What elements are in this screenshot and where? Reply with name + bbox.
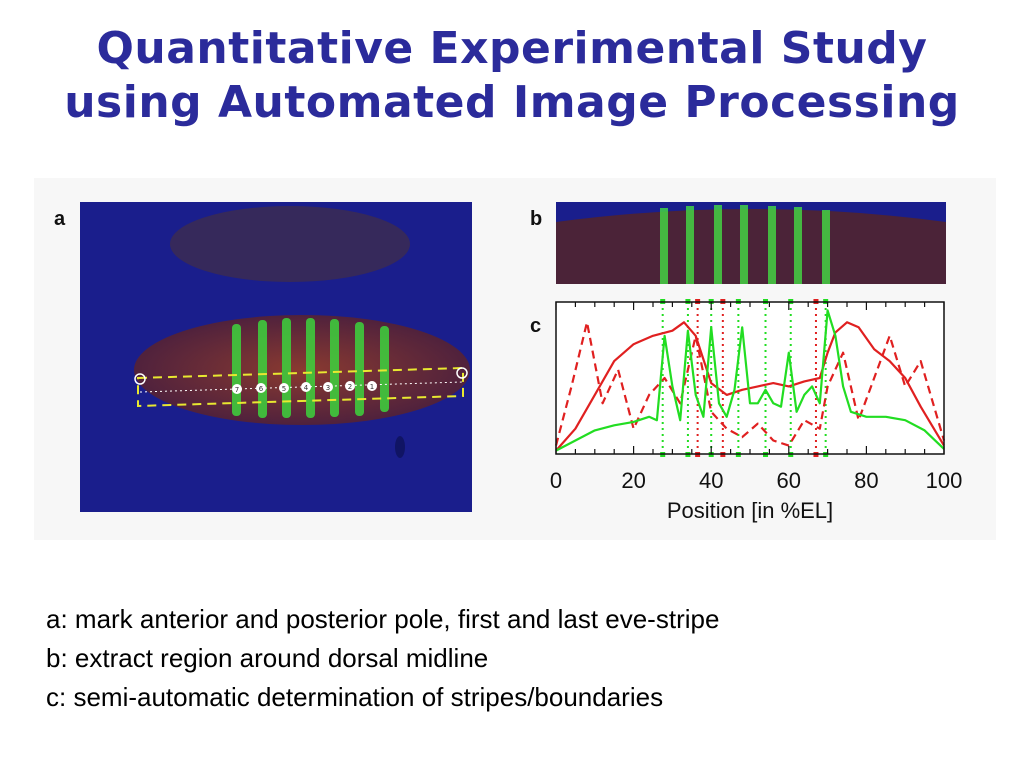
pole-markers — [134, 367, 468, 385]
stripe-marker-4: 4 — [304, 384, 309, 392]
midline-region-box — [137, 366, 464, 408]
stripe-marker-7: 7 — [235, 386, 239, 394]
caption-line-b: b: extract region around dorsal midline — [46, 643, 489, 673]
red-smoothed-profile-line — [555, 321, 945, 452]
stripe-marker-3: 3 — [326, 384, 330, 392]
caption-line-a: a: mark anterior and posterior pole, fir… — [46, 604, 720, 634]
slide-title: Quantitative Experimental Study using Au… — [0, 22, 1024, 130]
x-tick-label-40: 40 — [699, 468, 723, 493]
dorsal-strip-image — [556, 202, 946, 284]
stripe-marker-6: 6 — [259, 385, 264, 393]
stripe-markers — [232, 381, 377, 394]
caption-line-c: c: semi-automatic determination of strip… — [46, 682, 664, 712]
panel-c-label: c — [530, 315, 542, 337]
x-tick-label-0: 0 — [550, 468, 562, 493]
upper-embryo-shape — [170, 206, 410, 282]
panel-a-label: a — [54, 208, 66, 230]
strip-stripes — [660, 205, 830, 284]
x-tick-label-60: 60 — [777, 468, 801, 493]
slide-title-line-2: using Automated Image Processing — [64, 77, 960, 128]
x-tick-label-80: 80 — [854, 468, 878, 493]
caption-block: a: mark anterior and posterior pole, fir… — [46, 600, 719, 717]
panel-b-label: b — [530, 208, 543, 230]
x-axis-label: Position [in %EL] — [667, 498, 833, 523]
x-tick-label-100: 100 — [926, 468, 963, 493]
plot-background — [556, 302, 944, 454]
embryo-micrograph-image: 7 6 5 4 3 2 1 — [80, 202, 472, 512]
x-tick-label-20: 20 — [621, 468, 645, 493]
slide-title-line-1: Quantitative Experimental Study — [96, 23, 928, 74]
green-profile-line — [555, 309, 945, 452]
stripe-marker-5: 5 — [282, 385, 286, 393]
embryo-stripes — [232, 318, 389, 418]
stripe-marker-1: 1 — [370, 383, 374, 391]
stripe-marker-2: 2 — [348, 383, 352, 391]
